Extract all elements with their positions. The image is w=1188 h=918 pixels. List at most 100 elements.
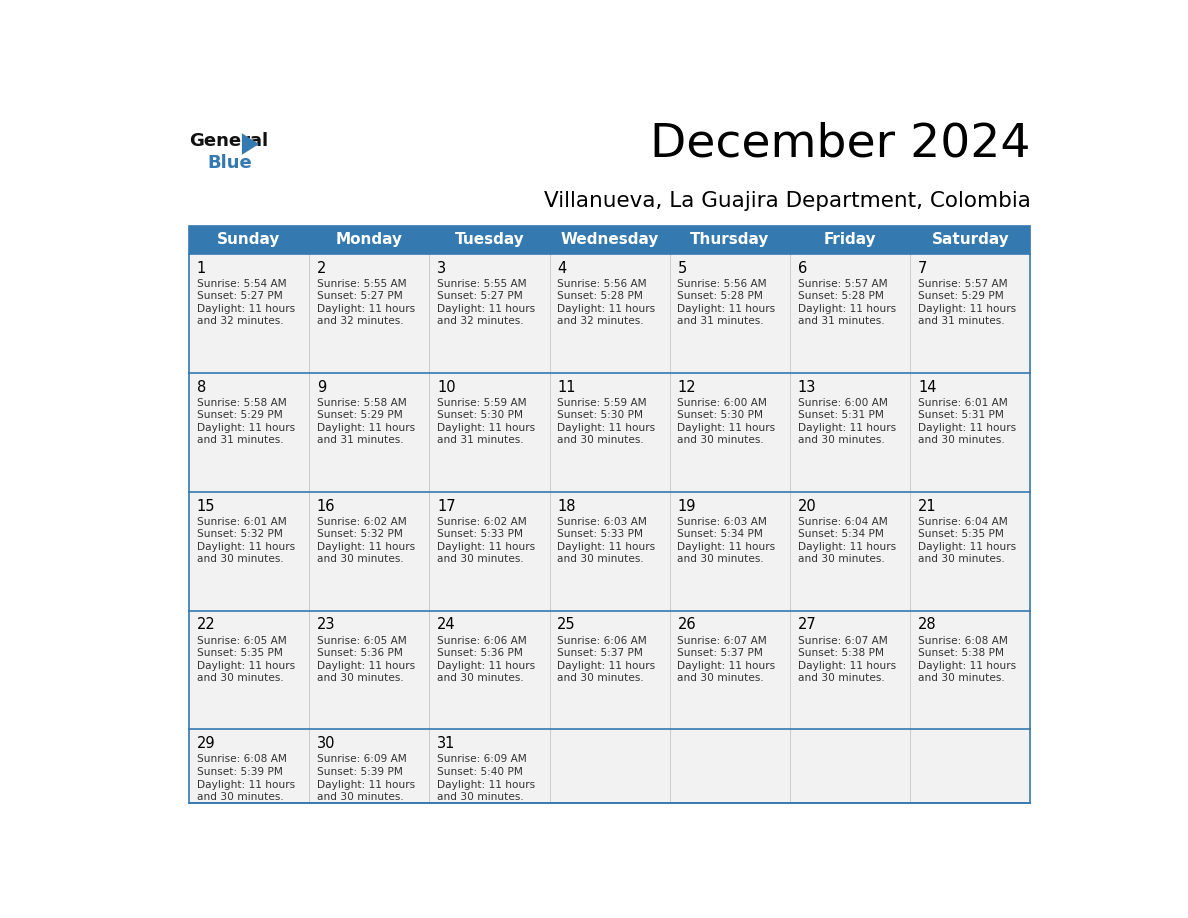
Text: Sunday: Sunday (217, 232, 280, 247)
Text: 26: 26 (677, 618, 696, 633)
Text: Daylight: 11 hours: Daylight: 11 hours (317, 661, 415, 671)
Text: Sunrise: 6:06 AM: Sunrise: 6:06 AM (437, 635, 526, 645)
Text: Sunrise: 5:56 AM: Sunrise: 5:56 AM (677, 279, 767, 289)
Text: Friday: Friday (823, 232, 877, 247)
Text: Sunrise: 5:57 AM: Sunrise: 5:57 AM (797, 279, 887, 289)
Text: Daylight: 11 hours: Daylight: 11 hours (196, 779, 295, 789)
Text: Daylight: 11 hours: Daylight: 11 hours (918, 304, 1016, 314)
Text: Sunset: 5:27 PM: Sunset: 5:27 PM (317, 291, 403, 301)
Text: and 32 minutes.: and 32 minutes. (317, 317, 404, 327)
Text: Sunset: 5:38 PM: Sunset: 5:38 PM (918, 648, 1004, 658)
Bar (189, 610, 1030, 730)
Text: 24: 24 (437, 618, 456, 633)
Text: Sunset: 5:39 PM: Sunset: 5:39 PM (317, 767, 403, 777)
Text: Sunset: 5:35 PM: Sunset: 5:35 PM (196, 648, 283, 658)
Text: 28: 28 (918, 618, 936, 633)
Text: and 30 minutes.: and 30 minutes. (317, 673, 404, 683)
Text: Sunrise: 6:08 AM: Sunrise: 6:08 AM (918, 635, 1007, 645)
Text: 19: 19 (677, 498, 696, 513)
Text: Sunset: 5:39 PM: Sunset: 5:39 PM (196, 767, 283, 777)
Text: Sunrise: 6:05 AM: Sunrise: 6:05 AM (317, 635, 406, 645)
Text: Blue: Blue (208, 154, 252, 172)
Text: Sunrise: 6:05 AM: Sunrise: 6:05 AM (196, 635, 286, 645)
Text: Daylight: 11 hours: Daylight: 11 hours (557, 661, 656, 671)
Text: Daylight: 11 hours: Daylight: 11 hours (677, 423, 776, 432)
Text: and 31 minutes.: and 31 minutes. (437, 435, 524, 445)
Text: Sunrise: 6:07 AM: Sunrise: 6:07 AM (677, 635, 767, 645)
Text: Sunset: 5:30 PM: Sunset: 5:30 PM (557, 410, 643, 420)
Text: Sunset: 5:27 PM: Sunset: 5:27 PM (196, 291, 283, 301)
Text: and 31 minutes.: and 31 minutes. (317, 435, 404, 445)
Text: 9: 9 (317, 380, 326, 395)
Text: and 31 minutes.: and 31 minutes. (918, 317, 1005, 327)
Text: 2: 2 (317, 261, 327, 275)
Text: and 30 minutes.: and 30 minutes. (557, 673, 644, 683)
Text: Daylight: 11 hours: Daylight: 11 hours (317, 304, 415, 314)
Text: Sunrise: 6:04 AM: Sunrise: 6:04 AM (797, 517, 887, 527)
Text: and 30 minutes.: and 30 minutes. (317, 792, 404, 802)
Text: 18: 18 (557, 498, 576, 513)
Text: 14: 14 (918, 380, 936, 395)
Text: Sunrise: 5:57 AM: Sunrise: 5:57 AM (918, 279, 1007, 289)
Text: Daylight: 11 hours: Daylight: 11 hours (437, 661, 535, 671)
Text: 17: 17 (437, 498, 456, 513)
Bar (189, 373, 1030, 492)
Text: and 30 minutes.: and 30 minutes. (437, 673, 524, 683)
Text: Sunrise: 6:09 AM: Sunrise: 6:09 AM (317, 755, 406, 765)
Text: Daylight: 11 hours: Daylight: 11 hours (557, 423, 656, 432)
Text: Sunset: 5:28 PM: Sunset: 5:28 PM (677, 291, 764, 301)
Text: and 30 minutes.: and 30 minutes. (797, 435, 885, 445)
Text: Sunset: 5:36 PM: Sunset: 5:36 PM (437, 648, 523, 658)
Text: Sunset: 5:28 PM: Sunset: 5:28 PM (797, 291, 884, 301)
Bar (189, 226, 1030, 803)
Text: Tuesday: Tuesday (455, 232, 524, 247)
Text: Wednesday: Wednesday (561, 232, 659, 247)
Text: 8: 8 (196, 380, 206, 395)
Text: 11: 11 (557, 380, 576, 395)
Text: Saturday: Saturday (931, 232, 1010, 247)
Text: and 30 minutes.: and 30 minutes. (677, 673, 764, 683)
Text: Daylight: 11 hours: Daylight: 11 hours (677, 304, 776, 314)
Text: 21: 21 (918, 498, 936, 513)
Text: Sunset: 5:31 PM: Sunset: 5:31 PM (797, 410, 884, 420)
Text: Sunrise: 5:54 AM: Sunrise: 5:54 AM (196, 279, 286, 289)
Text: Sunrise: 6:03 AM: Sunrise: 6:03 AM (677, 517, 767, 527)
Text: December 2024: December 2024 (650, 122, 1030, 167)
Text: Sunrise: 5:58 AM: Sunrise: 5:58 AM (317, 397, 406, 408)
Text: Sunset: 5:32 PM: Sunset: 5:32 PM (196, 529, 283, 539)
Text: Sunrise: 6:01 AM: Sunrise: 6:01 AM (918, 397, 1007, 408)
Text: 31: 31 (437, 736, 455, 751)
Text: Sunrise: 6:00 AM: Sunrise: 6:00 AM (677, 397, 767, 408)
Text: and 30 minutes.: and 30 minutes. (317, 554, 404, 565)
Text: Daylight: 11 hours: Daylight: 11 hours (918, 542, 1016, 552)
Text: Daylight: 11 hours: Daylight: 11 hours (797, 661, 896, 671)
Text: Sunrise: 6:06 AM: Sunrise: 6:06 AM (557, 635, 647, 645)
Text: 7: 7 (918, 261, 928, 275)
Text: and 30 minutes.: and 30 minutes. (437, 554, 524, 565)
Text: Daylight: 11 hours: Daylight: 11 hours (677, 661, 776, 671)
Text: 16: 16 (317, 498, 335, 513)
Text: and 30 minutes.: and 30 minutes. (557, 435, 644, 445)
Text: and 30 minutes.: and 30 minutes. (677, 554, 764, 565)
Text: Daylight: 11 hours: Daylight: 11 hours (437, 423, 535, 432)
Text: Sunrise: 5:55 AM: Sunrise: 5:55 AM (317, 279, 406, 289)
Text: Sunrise: 6:02 AM: Sunrise: 6:02 AM (317, 517, 406, 527)
Text: 25: 25 (557, 618, 576, 633)
Text: 23: 23 (317, 618, 335, 633)
Text: Sunset: 5:30 PM: Sunset: 5:30 PM (437, 410, 523, 420)
Text: Daylight: 11 hours: Daylight: 11 hours (196, 542, 295, 552)
Text: Sunrise: 6:02 AM: Sunrise: 6:02 AM (437, 517, 526, 527)
Text: 20: 20 (797, 498, 816, 513)
Text: and 30 minutes.: and 30 minutes. (557, 554, 644, 565)
Text: 22: 22 (196, 618, 215, 633)
Text: and 30 minutes.: and 30 minutes. (797, 673, 885, 683)
Text: Sunrise: 6:01 AM: Sunrise: 6:01 AM (196, 517, 286, 527)
Text: Sunset: 5:37 PM: Sunset: 5:37 PM (677, 648, 764, 658)
Polygon shape (242, 133, 259, 155)
Text: Sunset: 5:38 PM: Sunset: 5:38 PM (797, 648, 884, 658)
Text: General: General (189, 131, 268, 150)
Text: 4: 4 (557, 261, 567, 275)
Text: 30: 30 (317, 736, 335, 751)
Bar (189, 226, 1030, 253)
Text: Daylight: 11 hours: Daylight: 11 hours (317, 542, 415, 552)
